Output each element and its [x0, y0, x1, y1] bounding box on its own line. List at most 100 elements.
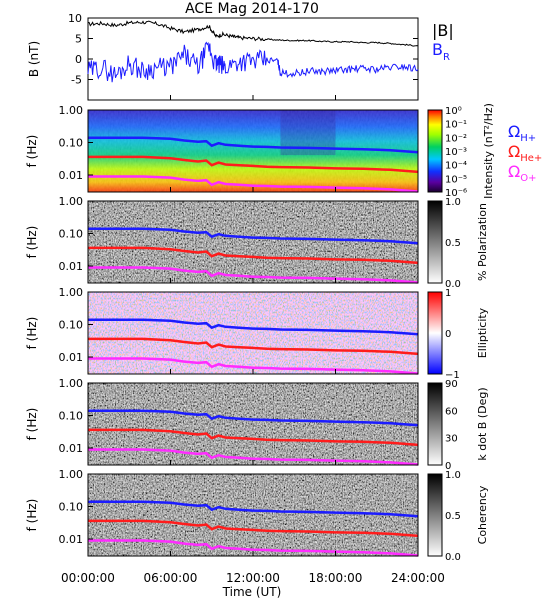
spectral-panels: f (Hz)1.000.100.0110⁰10⁻¹10⁻²10⁻³10⁻⁴10⁻… — [25, 103, 495, 563]
field-ytick-label-1: 5 — [75, 33, 82, 46]
panel-field: B (nT) 10 5 0 -5 |B| BR — [27, 12, 454, 101]
legend-omega-he-main: Ω — [508, 142, 520, 161]
colorbar-tick-polarization-0: 1.0 — [445, 197, 461, 208]
chart-title: ACE Mag 2014-170 — [185, 1, 319, 17]
field-ytick-label-2: 0 — [75, 53, 82, 66]
legend-omega-h-main: Ω — [508, 122, 520, 141]
panel-ylabel-coherency: f (Hz) — [25, 499, 39, 532]
colorbar-tick-kdotb-1: 60 — [445, 406, 458, 417]
panel-field-ylabel: B (nT) — [27, 41, 41, 77]
legend-omega-h: ΩH+ — [508, 122, 536, 144]
colorbar-label-ellipticity: Ellipticity — [476, 307, 489, 358]
colorbar-tick-intensity-1: 10⁻¹ — [445, 120, 467, 131]
colorbar-coherency — [427, 473, 443, 557]
gyro-line-Hplus-kdotb — [88, 409, 419, 427]
legend-omega-he-sub: He+ — [520, 153, 542, 164]
ytick-label-kdotb-2: 0.01 — [59, 442, 84, 455]
panel-field-frame — [87, 17, 419, 101]
ytick-label-ellipticity-2: 0.01 — [59, 351, 84, 364]
gyro-legend: ΩH+ ΩHe+ ΩO+ — [508, 122, 542, 184]
panel-field-yticks: 10 5 0 -5 — [68, 12, 418, 87]
series-bmag — [87, 20, 419, 47]
legend-br: BR — [432, 40, 450, 63]
legend-br-main: B — [432, 40, 443, 59]
xtick-label-0: 00:00:00 — [61, 571, 115, 585]
colorbar-ellipticity — [427, 291, 443, 375]
spectrogram-polarization — [88, 201, 418, 283]
ytick-label-kdotb-1: 0.10 — [59, 410, 84, 423]
panel-ylabel-polarization: f (Hz) — [25, 226, 39, 259]
gyro-line-Hplus-intensity — [88, 136, 419, 154]
ytick-label-ellipticity-1: 0.10 — [59, 319, 84, 332]
spectrogram-texture — [88, 110, 418, 192]
colorbar-tick-kdotb-2: 30 — [445, 434, 458, 445]
colorbar-tick-kdotb-3: 0 — [445, 461, 451, 472]
colorbar-tick-intensity-6: 10⁻⁶ — [445, 188, 467, 199]
colorbar-tick-ellipticity-1: 0 — [445, 329, 451, 340]
colorbar-tick-coherency-2: 0.0 — [445, 552, 461, 563]
colorbar-tick-intensity-5: 10⁻⁵ — [445, 174, 467, 185]
ytick-label-polarization-0: 1.00 — [59, 195, 84, 208]
legend-omega-o-main: Ω — [508, 162, 520, 181]
colorbar-intensity — [427, 109, 443, 193]
panel-kdotb: f (Hz) 1.00 0.10 0.01 90 60 30 0 k dot B (Deg) — [25, 377, 489, 472]
field-ytick-label-3: -5 — [71, 74, 82, 87]
gyro-line-Hplus-polarization — [88, 227, 419, 245]
colorbar-tick-polarization-2: 0.0 — [445, 279, 461, 290]
panel-ylabel-ellipticity: f (Hz) — [25, 317, 39, 350]
ytick-label-intensity-1: 0.10 — [59, 137, 84, 150]
spectrogram-kdotb — [88, 383, 418, 465]
gyro-line-Hplus-ellipticity — [88, 318, 419, 336]
ytick-label-kdotb-0: 1.00 — [59, 377, 84, 390]
spectrogram-coherency — [88, 474, 418, 556]
ytick-label-coherency-0: 1.00 — [59, 468, 84, 481]
gyro-line-Heplus-intensity — [88, 155, 419, 174]
panel-ellipticity: f (Hz) 1.00 0.10 0.01 1 0 −1 Ellipticity — [25, 286, 489, 381]
panel-intensity: f (Hz) 1.00 0.10 0.01 10⁰ 10⁻¹ 10⁻² 10⁻³ 10⁻⁴ 10⁻… — [25, 103, 495, 199]
x-axis-ticks: 00:00:00 06:00:00 12:00:00 18:00:00 24:00:00 — [61, 95, 445, 585]
colorbar-tick-coherency-1: 0.5 — [445, 511, 461, 522]
legend-omega-h-sub: H+ — [520, 133, 536, 144]
colorbar-label-intensity: Intensity (nT²/Hz) — [482, 103, 495, 199]
panel-ylabel-intensity: f (Hz) — [25, 135, 39, 168]
panel-ylabel-kdotb: f (Hz) — [25, 408, 39, 441]
legend-omega-he: ΩHe+ — [508, 142, 542, 164]
ytick-label-polarization-2: 0.01 — [59, 260, 84, 273]
xtick-label-4: 24:00:00 — [391, 571, 445, 585]
legend-bmag: |B| — [432, 21, 454, 40]
xtick-label-1: 06:00:00 — [144, 571, 198, 585]
field-ytick-label-0: 10 — [68, 12, 82, 25]
spectrogram-ellipticity — [88, 292, 418, 374]
colorbar-tick-ellipticity-0: 1 — [445, 288, 451, 299]
ytick-label-ellipticity-0: 1.00 — [59, 286, 84, 299]
ytick-label-intensity-2: 0.01 — [59, 169, 84, 182]
colorbar-tick-intensity-3: 10⁻³ — [445, 147, 467, 158]
panel-polarization: f (Hz) 1.00 0.10 0.01 1.0 0.5 0.0 % Polarizatio… — [25, 195, 489, 290]
xtick-label-3: 18:00:00 — [309, 571, 363, 585]
colorbar-polarization — [427, 200, 443, 284]
colorbar-tick-intensity-0: 10⁰ — [445, 106, 462, 117]
gyro-line-Heplus-coherency — [88, 519, 419, 538]
series-br — [87, 41, 419, 83]
ytick-label-polarization-1: 0.10 — [59, 228, 84, 241]
ytick-label-coherency-1: 0.10 — [59, 501, 84, 514]
legend-br-sub: R — [443, 52, 450, 63]
colorbar-label-kdotb: k dot B (Deg) — [476, 387, 489, 460]
gyro-line-Hplus-coherency — [88, 500, 419, 518]
legend-omega-o: ΩO+ — [508, 162, 536, 184]
gyro-line-Heplus-polarization — [88, 246, 419, 265]
colorbar-tick-polarization-1: 0.5 — [445, 238, 461, 249]
colorbar-label-coherency: Coherency — [476, 485, 489, 544]
colorbar-tick-intensity-2: 10⁻² — [445, 133, 467, 144]
colorbar-label-polarization: % Polarization — [476, 203, 489, 281]
xtick-label-2: 12:00:00 — [226, 571, 280, 585]
colorbar-tick-kdotb-0: 90 — [445, 379, 458, 390]
colorbar-tick-ellipticity-2: −1 — [445, 370, 460, 381]
colorbar-tick-coherency-0: 1.0 — [445, 470, 461, 481]
ytick-label-coherency-2: 0.01 — [59, 533, 84, 546]
colorbar-kdotb — [427, 382, 443, 466]
x-axis-label: Time (UT) — [222, 585, 282, 599]
gyro-line-Heplus-ellipticity — [88, 337, 419, 356]
ytick-label-intensity-0: 1.00 — [59, 104, 84, 117]
